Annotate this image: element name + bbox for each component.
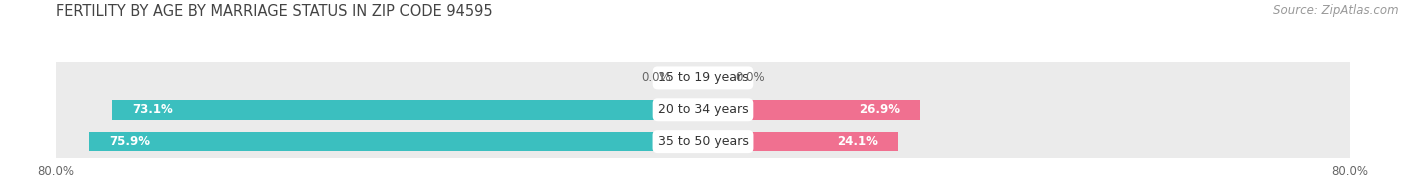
Text: 35 to 50 years: 35 to 50 years — [658, 135, 748, 148]
Bar — [90, 132, 703, 152]
Bar — [56, 94, 1350, 126]
Text: 73.1%: 73.1% — [132, 103, 173, 116]
Bar — [56, 62, 1350, 94]
Text: 24.1%: 24.1% — [837, 135, 877, 148]
Bar — [56, 126, 1350, 158]
Bar — [703, 132, 898, 152]
Text: 15 to 19 years: 15 to 19 years — [658, 71, 748, 84]
Bar — [703, 100, 921, 120]
Text: Source: ZipAtlas.com: Source: ZipAtlas.com — [1274, 4, 1399, 17]
Text: 26.9%: 26.9% — [859, 103, 900, 116]
Text: 20 to 34 years: 20 to 34 years — [658, 103, 748, 116]
Text: FERTILITY BY AGE BY MARRIAGE STATUS IN ZIP CODE 94595: FERTILITY BY AGE BY MARRIAGE STATUS IN Z… — [56, 4, 494, 19]
Text: 75.9%: 75.9% — [110, 135, 150, 148]
Bar — [112, 100, 703, 120]
Text: 0.0%: 0.0% — [641, 71, 671, 84]
Text: 0.0%: 0.0% — [735, 71, 765, 84]
